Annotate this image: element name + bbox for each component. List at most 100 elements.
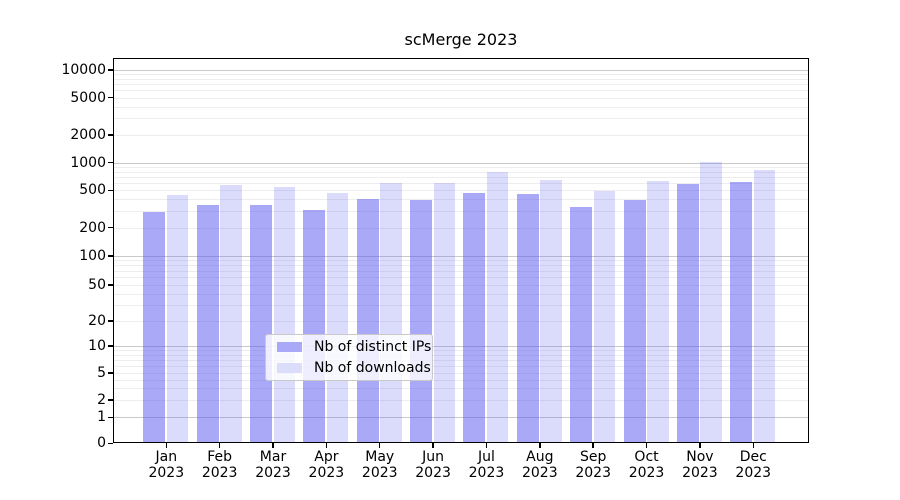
gridline-minor [113,227,809,229]
y-tick-mark [108,134,113,136]
y-tick-mark [108,442,113,444]
gridline-minor [113,211,809,213]
y-tick-mark [108,162,113,164]
y-tick-label-2: 2 [97,392,106,408]
gridline-minor [113,379,809,381]
x-tick-label-nov: Nov 2023 [682,449,718,481]
x-tick-mark [752,443,754,448]
x-tick-mark [699,443,701,448]
y-tick-mark [108,255,113,257]
y-tick-label-100: 100 [79,248,106,264]
x-tick-mark [485,443,488,448]
gridline-minor [113,74,809,76]
y-tick-mark [108,284,113,286]
gridline-minor [113,135,809,136]
gridline-major [113,417,809,419]
gridline-minor [113,388,809,390]
gridline-minor [113,199,809,201]
y-tick-mark [108,69,113,71]
bar-ips-apr-2023 [303,209,326,443]
gridline-minor [113,373,809,374]
bar-ips-nov-2023 [676,184,699,443]
gridline-minor [113,90,809,92]
y-tick-mark [108,399,113,401]
gridline-major [113,70,809,71]
x-tick-mark [272,443,274,448]
gridline-minor [113,293,809,295]
gridline-minor [113,285,809,286]
x-tick-label-sep: Sep 2023 [575,449,611,481]
bar-downloads-may-2023 [380,183,402,443]
gridline-minor [113,277,809,279]
bar-downloads-feb-2023 [220,184,242,443]
bar-downloads-jul-2023 [486,172,509,443]
y-tick-label-1: 1 [97,409,106,426]
plot-area [113,58,809,443]
gridline-major [113,256,809,257]
y-tick-label-500: 500 [79,182,106,199]
x-tick-label-feb: Feb 2023 [201,449,238,481]
y-tick-label-5000: 5000 [70,89,106,106]
y-tick-label-1000: 1000 [70,154,106,171]
gridline-minor [113,260,809,262]
gridline-major [113,346,809,347]
bar-downloads-apr-2023 [326,192,349,443]
x-tick-label-apr: Apr 2023 [308,449,345,481]
bar-downloads-aug-2023 [540,180,562,443]
gridline-minor [113,106,809,108]
gridline-minor [113,265,809,267]
gridline-minor [113,166,809,168]
gridline-minor [113,97,809,99]
legend-swatch-downloads [277,363,302,373]
gridline-minor [113,359,809,361]
y-tick-label-0: 0 [97,435,106,452]
y-tick-mark [108,227,113,229]
y-tick-mark [108,372,113,374]
x-tick-label-mar: Mar 2023 [255,449,291,481]
x-tick-mark [165,443,167,448]
x-tick-mark [432,443,434,448]
chart-title: scMerge 2023 [404,30,518,49]
legend-swatch-ips [277,342,302,352]
y-tick-label-2000: 2000 [70,127,106,143]
y-tick-label-50: 50 [88,277,106,293]
x-tick-mark [645,443,648,448]
legend-item-distinct-ips: Nb of distinct IPs [272,338,431,356]
x-tick-label-jan: Jan 2023 [148,449,185,481]
gridline-minor [113,118,809,120]
y-tick-label-5: 5 [97,365,106,381]
gridline-minor [113,171,809,173]
bar-ips-jul-2023 [463,192,486,443]
x-tick-mark [592,443,594,448]
bar-ips-sep-2023 [570,206,593,443]
bar-downloads-nov-2023 [700,162,722,443]
x-tick-label-may: May 2023 [361,449,398,481]
legend-item-downloads: Nb of downloads [272,359,431,377]
legend-label-ips: Nb of distinct IPs [314,339,432,355]
y-tick-label-10000: 10000 [61,62,106,78]
gridline-minor [113,84,809,86]
bar-ips-oct-2023 [623,200,646,443]
x-tick-label-jun: Jun 2023 [415,449,451,481]
legend: Nb of distinct IPs Nb of downloads [265,334,433,381]
bar-ips-dec-2023 [730,182,753,443]
x-tick-label-dec: Dec 2023 [735,449,772,481]
y-tick-mark [108,320,113,322]
gridline-minor [113,190,809,192]
x-tick-mark [325,443,328,448]
bar-downloads-mar-2023 [273,187,296,443]
y-tick-mark [108,416,113,418]
bar-downloads-jun-2023 [433,183,456,443]
y-tick-label-20: 20 [88,313,106,329]
gridline-minor [113,365,809,367]
gridline-minor [113,354,809,356]
x-tick-label-aug: Aug 2023 [521,449,558,481]
gridline-minor [113,350,809,352]
gridline-minor [113,321,809,322]
bar-downloads-sep-2023 [593,190,616,443]
x-tick-mark [539,443,541,448]
bar-downloads-oct-2023 [647,181,669,443]
gridline-minor [113,183,809,185]
bar-ips-mar-2023 [250,205,273,443]
